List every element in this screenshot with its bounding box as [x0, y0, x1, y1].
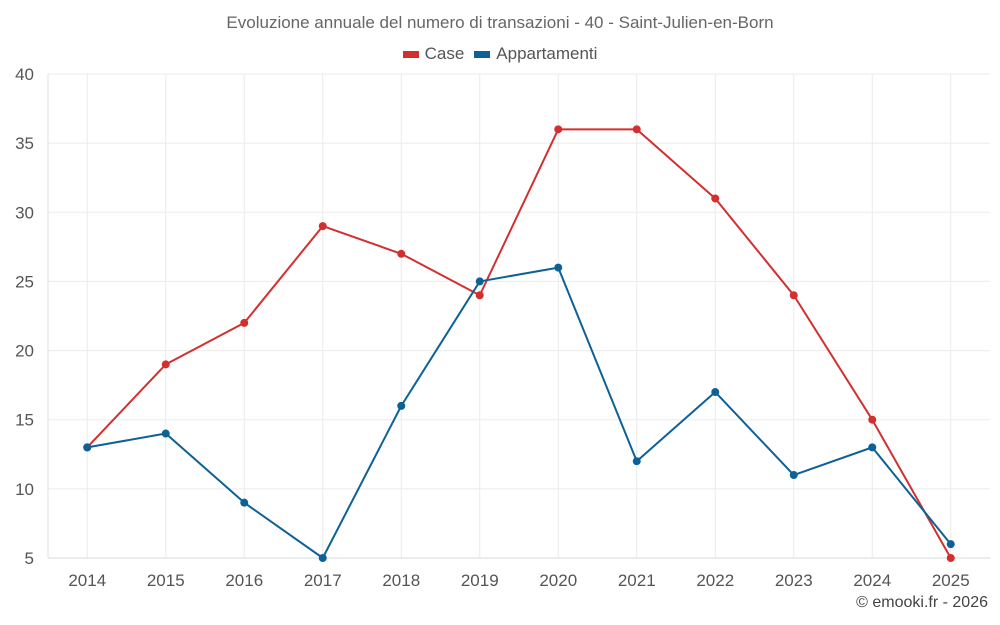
data-point-appartamenti-2022 — [711, 388, 720, 397]
data-point-case-2016 — [240, 318, 249, 327]
data-point-case-2019 — [475, 291, 484, 300]
x-tick-label-2015: 2015 — [147, 571, 185, 590]
x-tick-label-2016: 2016 — [225, 571, 263, 590]
data-point-case-2020 — [554, 125, 563, 134]
x-tick-label-2021: 2021 — [618, 571, 656, 590]
x-tick-label-2024: 2024 — [853, 571, 891, 590]
data-point-appartamenti-2024 — [868, 443, 877, 452]
y-tick-label-30: 30 — [15, 203, 34, 222]
x-tick-label-2014: 2014 — [68, 571, 106, 590]
legend-swatch-case — [402, 50, 419, 58]
x-tick-label-2020: 2020 — [539, 571, 577, 590]
y-tick-label-15: 15 — [15, 411, 34, 430]
legend-item-appartamenti[interactable]: Appartamenti — [474, 44, 597, 64]
legend-swatch-appartamenti — [474, 50, 491, 58]
y-tick-label-10: 10 — [15, 480, 34, 499]
x-tick-label-2018: 2018 — [382, 571, 420, 590]
data-point-case-2022 — [711, 194, 720, 203]
legend: Case Appartamenti — [0, 44, 1000, 64]
y-tick-label-20: 20 — [15, 342, 34, 361]
x-tick-label-2025: 2025 — [932, 571, 970, 590]
data-point-appartamenti-2023 — [789, 471, 798, 480]
x-tick-label-2023: 2023 — [775, 571, 813, 590]
data-point-appartamenti-2014 — [83, 443, 92, 452]
legend-label-appartamenti: Appartamenti — [496, 44, 598, 63]
y-tick-label-5: 5 — [25, 549, 34, 568]
x-tick-label-2019: 2019 — [461, 571, 499, 590]
data-point-case-2017 — [318, 222, 327, 231]
data-point-case-2024 — [868, 415, 877, 424]
data-point-case-2018 — [397, 249, 406, 258]
legend-item-case[interactable]: Case — [402, 44, 465, 64]
x-tick-label-2017: 2017 — [304, 571, 342, 590]
chart-title: Evoluzione annuale del numero di transaz… — [226, 13, 774, 32]
legend-label-case: Case — [424, 44, 465, 63]
data-point-appartamenti-2019 — [475, 277, 484, 286]
x-tick-label-2022: 2022 — [696, 571, 734, 590]
series-line-case — [86, 128, 952, 559]
data-point-case-2015 — [161, 360, 170, 369]
data-point-appartamenti-2015 — [161, 429, 170, 438]
data-point-appartamenti-2017 — [318, 554, 327, 562]
data-point-appartamenti-2018 — [397, 401, 406, 410]
y-tick-label-25: 25 — [15, 272, 34, 291]
data-point-appartamenti-2021 — [632, 457, 641, 466]
data-point-case-2021 — [632, 125, 641, 134]
y-tick-label-35: 35 — [15, 134, 34, 153]
credit: © emooki.fr - 2026 — [856, 594, 988, 611]
data-point-appartamenti-2020 — [554, 263, 563, 272]
data-point-appartamenti-2016 — [240, 498, 249, 507]
data-point-case-2023 — [789, 291, 798, 300]
data-point-appartamenti-2025 — [946, 540, 955, 549]
series-line-appartamenti — [87, 266, 952, 559]
data-point-case-2025 — [946, 554, 955, 562]
y-tick-label-40: 40 — [15, 65, 34, 84]
